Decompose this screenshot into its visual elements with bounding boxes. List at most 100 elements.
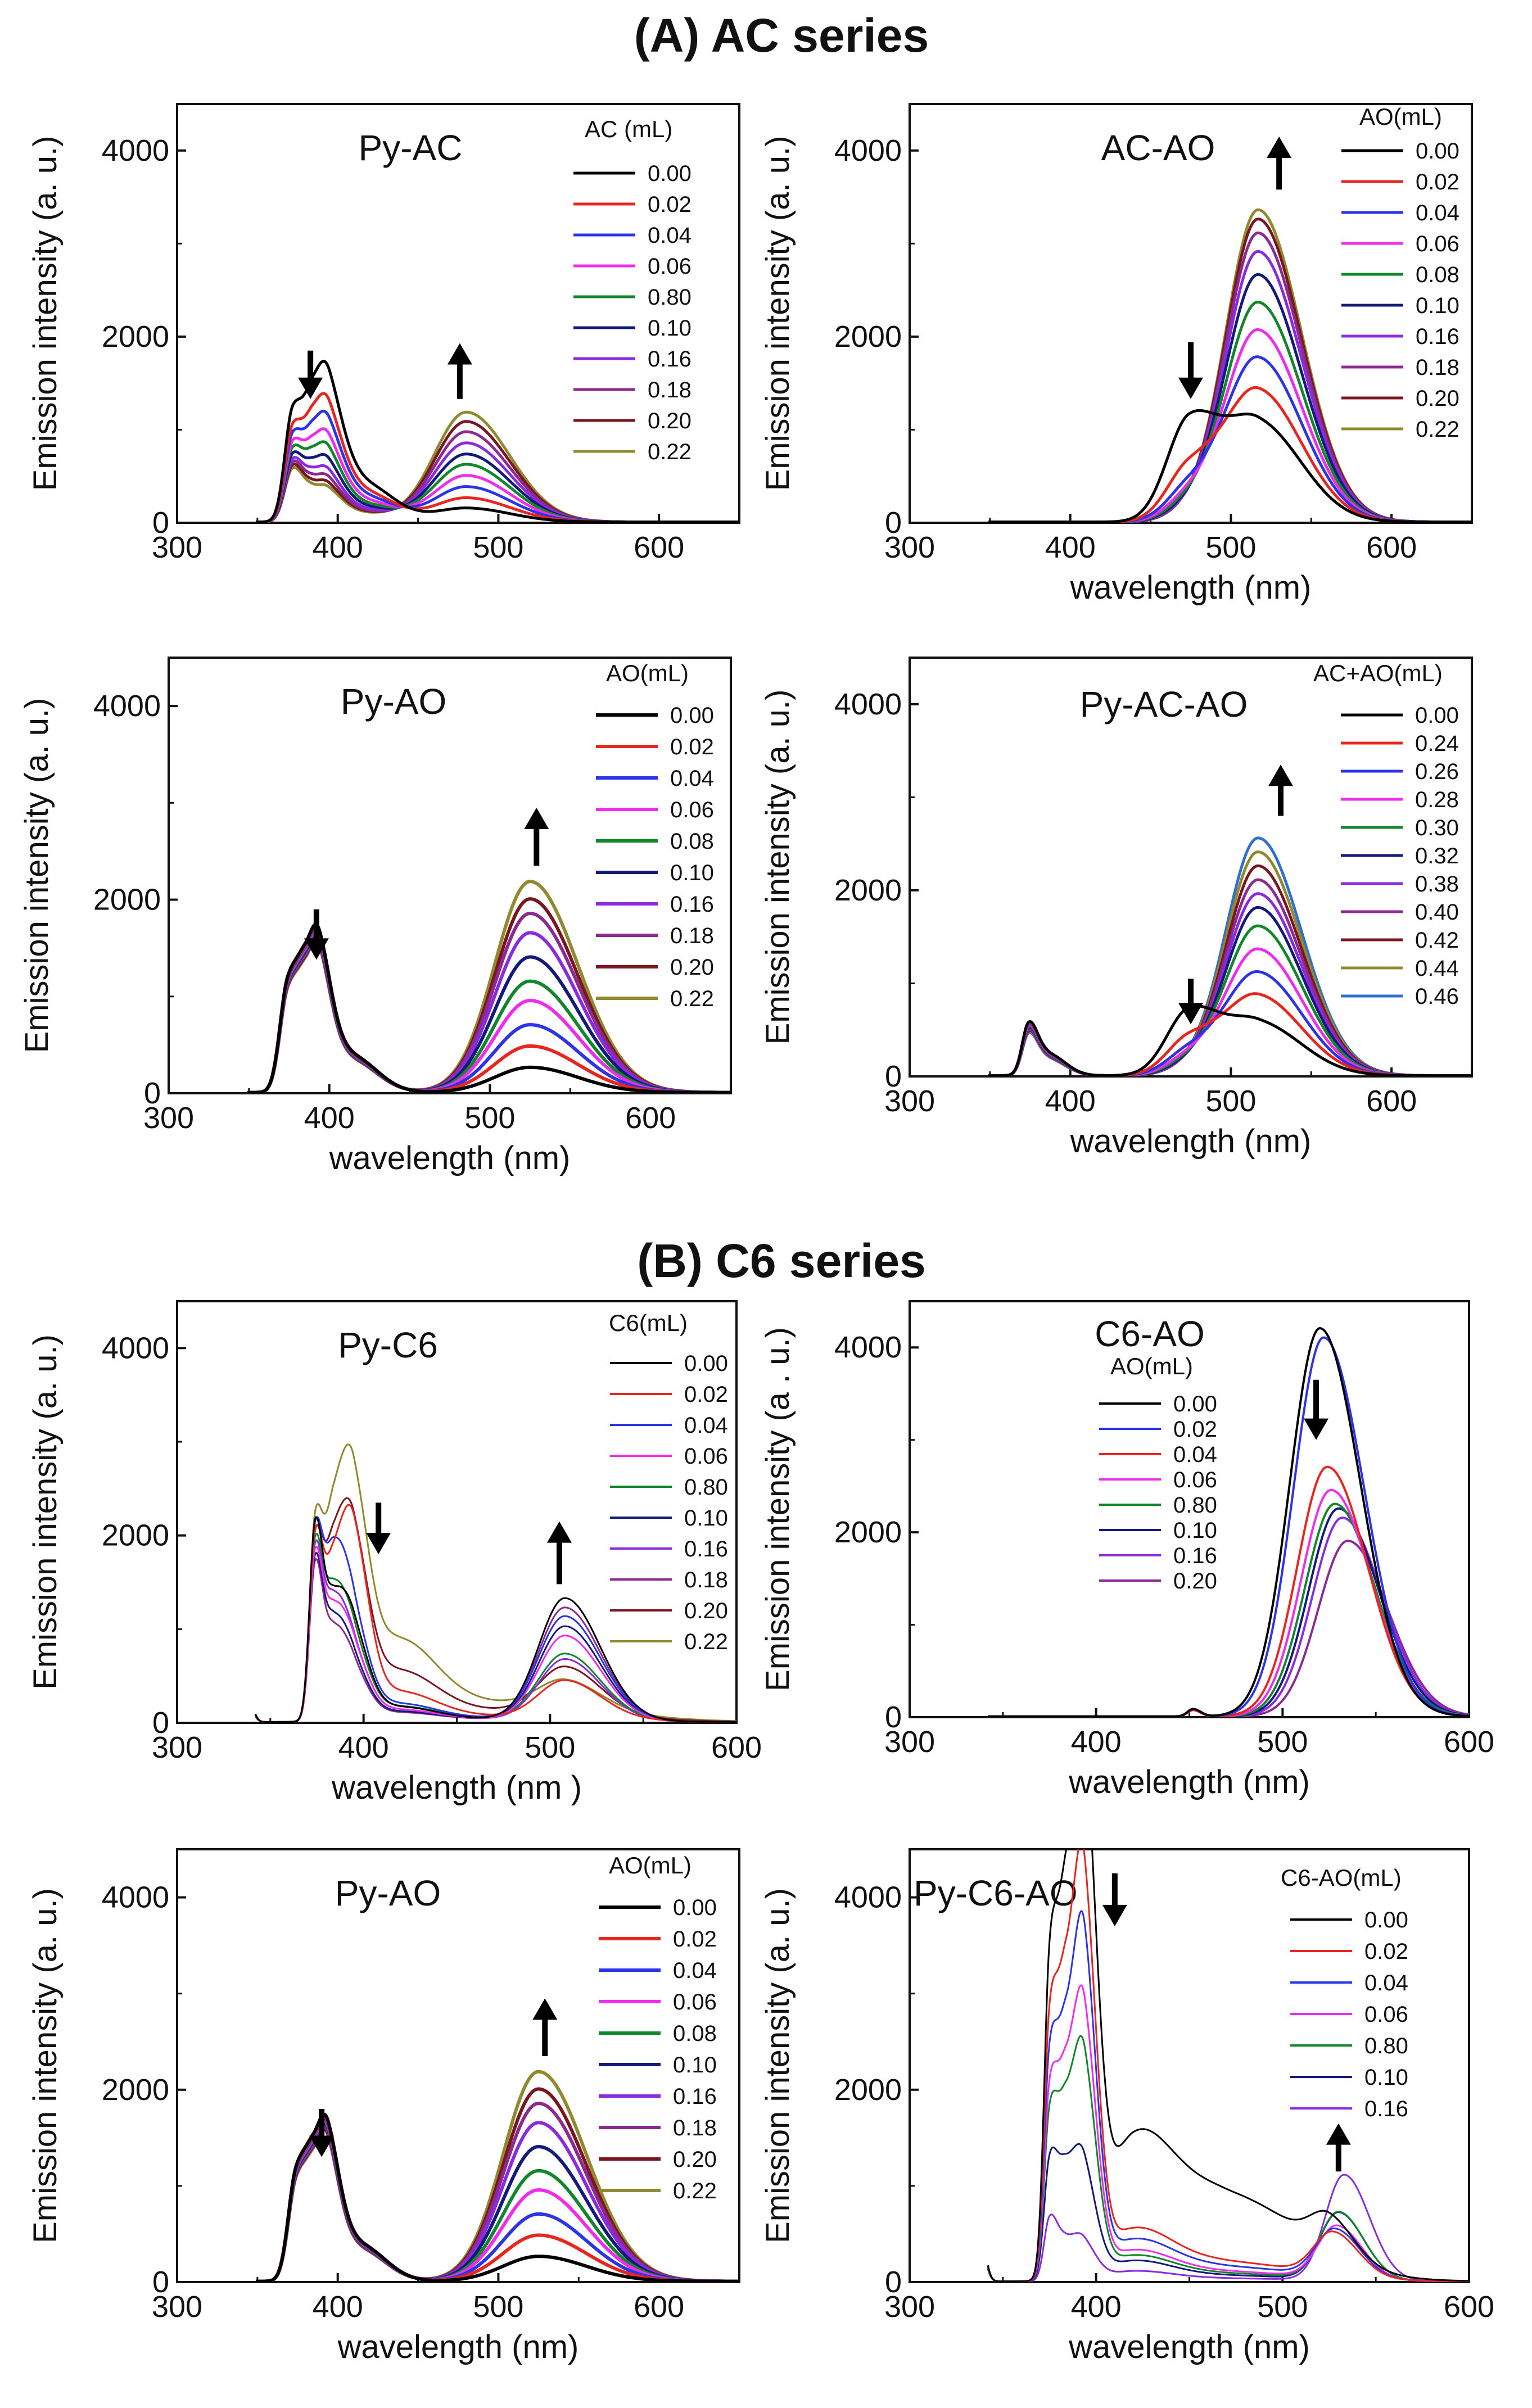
series-group [987, 1849, 1469, 2282]
arrow-down-icon [304, 909, 329, 960]
legend-label: 0.46 [1415, 984, 1459, 1009]
x-tick-label: 600 [1444, 2290, 1494, 2324]
legend-label: 0.80 [1364, 2034, 1408, 2058]
legend-label: 0.06 [670, 798, 714, 822]
legend-label: 0.22 [673, 2179, 717, 2203]
x-tick-label: 300 [884, 1725, 935, 1759]
series-line-0.02 [987, 1849, 1469, 2282]
legend-label: 0.22 [1416, 417, 1459, 442]
legend-label: 0.80 [1173, 1493, 1217, 1518]
x-tick-label: 600 [711, 1731, 762, 1764]
x-tick-label: 300 [884, 2290, 935, 2324]
legend-label: 0.18 [670, 924, 714, 948]
legend-label: 0.16 [684, 1537, 728, 1561]
legend-label: 0.32 [1415, 844, 1459, 868]
chart-py-ao-b: 300 400 500 600 0 2000 4000 wavelength (nm) Emis… [27, 1848, 740, 2365]
series-line-0.00 [987, 1004, 1472, 1076]
y-axis-label: Emission intensity (a. u.) [27, 1334, 64, 1690]
y-tick-label: 0 [885, 1700, 902, 1734]
legend-label: 0.20 [684, 1599, 728, 1623]
y-tick-label: 4000 [834, 1881, 902, 1914]
legend-label: 0.06 [1173, 1468, 1217, 1492]
y-tick-label: 0 [152, 2265, 169, 2299]
y-axis-label: Emission intensity (a. u.) [760, 136, 796, 491]
y-tick-label: 4000 [102, 1331, 169, 1365]
legend-label: 0.04 [670, 766, 714, 791]
y-axis-label: Emission intensity (a. u.) [19, 698, 55, 1053]
x-tick-label: 400 [1071, 1725, 1122, 1759]
legend-label: 0.42 [1415, 928, 1459, 953]
series-group [246, 880, 731, 1093]
legend-label: 0.16 [648, 347, 692, 372]
legend-label: 0.16 [1416, 324, 1459, 349]
legend-label: 0.38 [1415, 872, 1459, 897]
series-line-0.00 [988, 1327, 1469, 1717]
arrow-up-icon [546, 1521, 572, 1585]
legend-label: 0.10 [670, 861, 714, 885]
legend-label: 0.06 [648, 254, 692, 279]
plot-frame [909, 103, 1473, 524]
panel-title: Py-AO [341, 681, 446, 722]
arrow-up-icon [532, 1998, 558, 2056]
x-axis-label: wavelength (nm) [329, 1140, 571, 1176]
legend-label: 0.28 [1415, 787, 1459, 812]
y-tick-label: 2000 [834, 873, 902, 907]
legend-label: 0.30 [1415, 816, 1459, 840]
x-tick-label: 500 [1205, 531, 1256, 564]
x-tick-label: 600 [1444, 1725, 1494, 1759]
arrow-down-icon [1178, 979, 1203, 1025]
x-axis-label: wavelength (nm) [1070, 1123, 1312, 1160]
legend-title: AO(mL) [606, 660, 689, 686]
panel-title: Py-C6 [338, 1325, 438, 1365]
section-b-title: (B) C6 series [637, 1234, 926, 1287]
legend-label: 0.02 [670, 735, 714, 759]
x-tick-label: 400 [304, 1101, 355, 1135]
y-axis-label: Emission intensity (a . u.) [760, 1327, 796, 1691]
legend-title: AO(mL) [1359, 103, 1442, 130]
y-tick-label: 0 [152, 1706, 169, 1740]
arrow-up-icon [1268, 764, 1293, 816]
legend-label: 0.10 [1416, 293, 1459, 318]
legend-label: 0.04 [684, 1413, 728, 1438]
x-axis-label: wavelength (nm) [1068, 2329, 1310, 2365]
x-axis-label: wavelength (nm) [1070, 569, 1312, 606]
legend-label: 0.08 [670, 829, 714, 854]
y-tick-label: 4000 [834, 687, 902, 721]
x-tick-label: 300 [143, 1101, 194, 1135]
y-tick-label: 0 [885, 506, 902, 540]
legend-label: 0.06 [1416, 232, 1459, 256]
plot-frame [176, 103, 740, 524]
y-axis-label: Emission intensity (a. u.) [760, 690, 796, 1045]
legend-label: 0.80 [684, 1475, 728, 1500]
legend-label: 0.08 [1416, 262, 1459, 287]
y-axis-label: Emission intensity (a. u.) [27, 1888, 64, 2243]
series-group [255, 360, 739, 523]
legend-label: 0.10 [648, 316, 692, 341]
legend-label: 0.00 [1364, 1908, 1408, 1932]
y-tick-label: 2000 [834, 320, 902, 354]
legend-label: 0.20 [1416, 386, 1459, 411]
legend-label: 0.10 [673, 2053, 717, 2077]
legend-label: 0.44 [1415, 956, 1459, 981]
arrow-down-icon [1178, 342, 1203, 399]
series-line-0.00 [246, 922, 731, 1093]
arrow-down-icon [298, 350, 323, 399]
x-tick-label: 400 [313, 2290, 363, 2324]
arrow-down-icon [1102, 1873, 1127, 1926]
legend-label: 0.20 [1173, 1569, 1217, 1594]
y-tick-label: 0 [144, 1076, 161, 1110]
legend-label: 0.16 [1173, 1544, 1217, 1568]
series-line-0.00 [254, 1516, 736, 1723]
legend-label: 0.04 [648, 223, 692, 248]
y-tick-label: 4000 [834, 1330, 902, 1364]
plot-frame [176, 1848, 740, 2283]
panel-title: Py-AO [335, 1873, 441, 1913]
legend-label: 0.00 [684, 1351, 728, 1376]
x-tick-label: 500 [473, 531, 523, 564]
series-line-0.00 [987, 409, 1472, 523]
y-tick-label: 2000 [102, 320, 169, 354]
legend-label: 0.06 [684, 1444, 728, 1469]
legend-label: 0.22 [648, 440, 692, 464]
legend-label: 0.04 [673, 1958, 717, 1983]
